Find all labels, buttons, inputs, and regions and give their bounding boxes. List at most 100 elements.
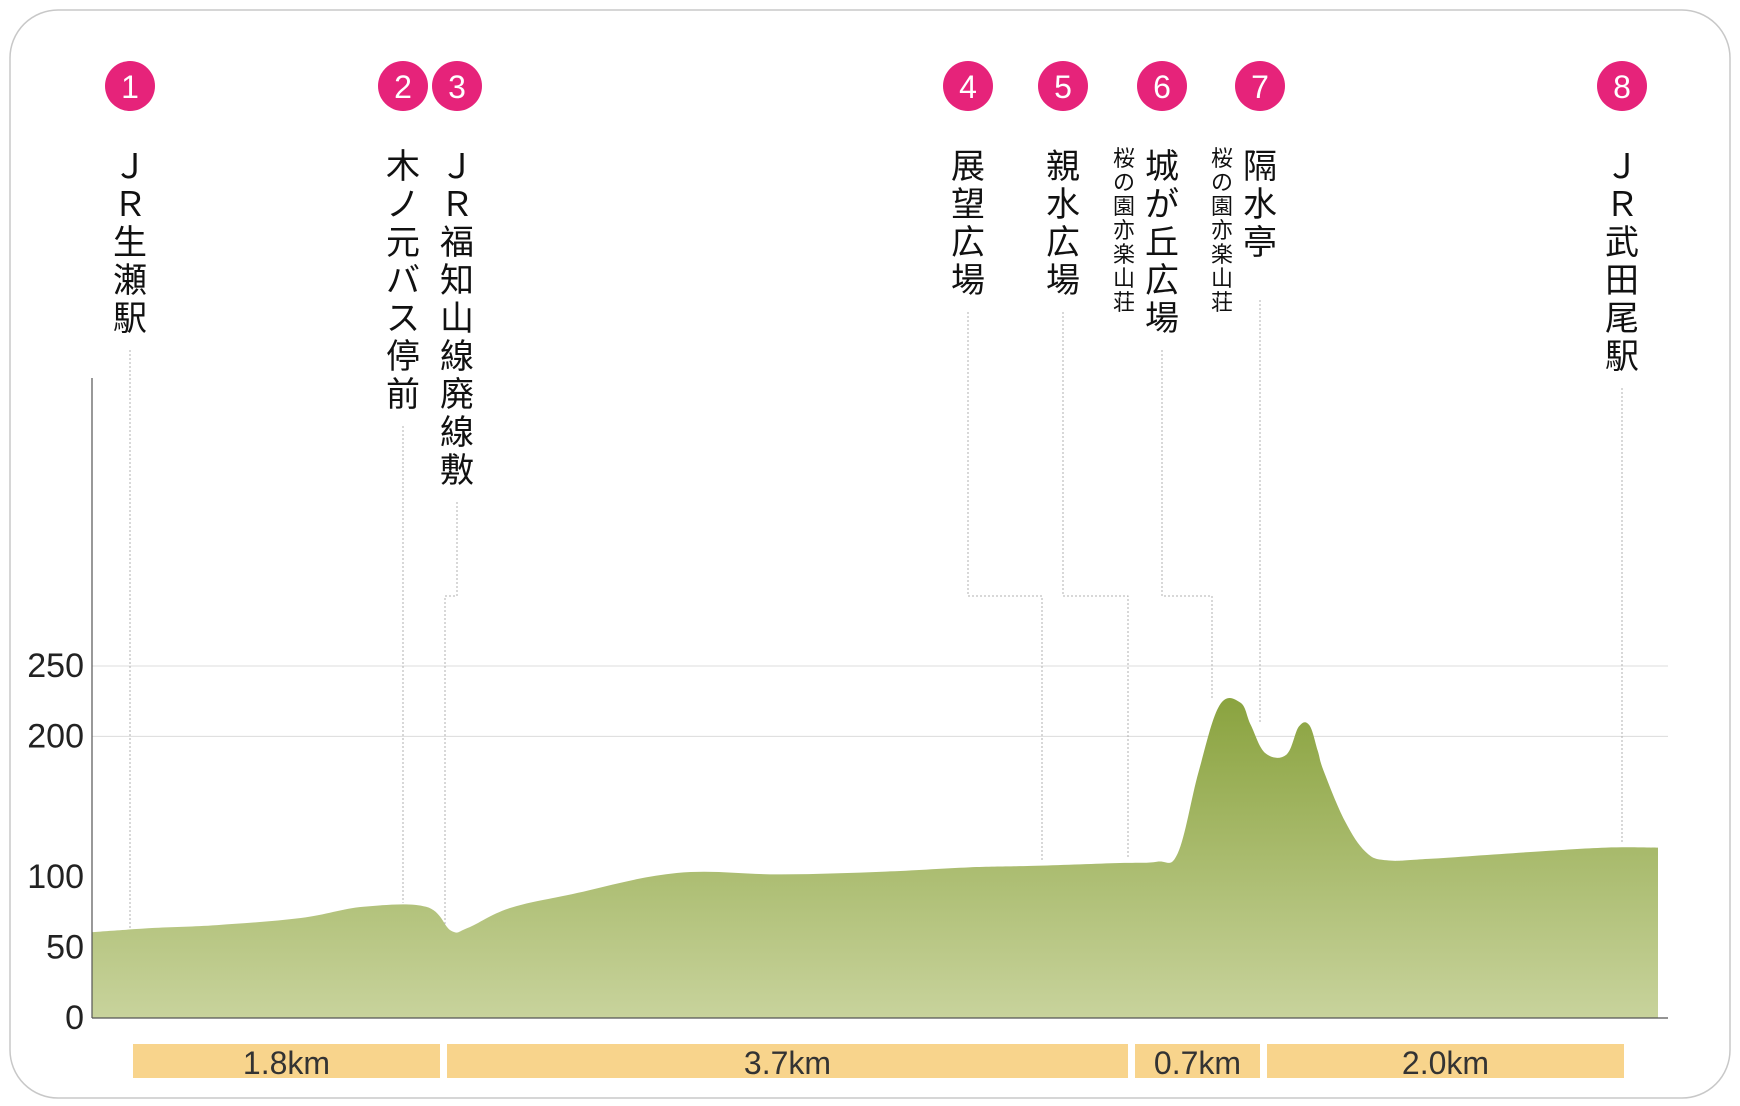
distance-segment: 3.7km <box>447 1044 1128 1081</box>
segment-bar <box>1135 1044 1260 1078</box>
elevation-area <box>92 697 1658 1018</box>
station-name-char: Ｊ <box>113 147 147 187</box>
distance-segment: 1.8km <box>133 1044 440 1081</box>
station-marker <box>1235 61 1285 111</box>
station-name-char: 丘 <box>1145 223 1179 263</box>
station-name-char: 生 <box>113 223 147 263</box>
station-marker <box>378 61 428 111</box>
station-name-char: 駅 <box>1605 337 1639 377</box>
station-marker <box>1137 61 1187 111</box>
station-sub-char: 園 <box>1211 195 1233 220</box>
station-name-char: 知 <box>440 261 474 301</box>
leader-line <box>967 312 1043 862</box>
station-number: 5 <box>1054 69 1072 105</box>
leader-line <box>1062 312 1129 858</box>
station-name-char: 木 <box>386 147 420 187</box>
station-marker <box>105 61 155 111</box>
station-sub-char: の <box>1113 171 1135 196</box>
station-name-char: バ <box>386 261 420 301</box>
segment-bar <box>1267 1044 1624 1078</box>
station-name-char: 駅 <box>113 299 147 339</box>
y-tick-label: 250 <box>27 647 84 685</box>
station-name-char: 場 <box>1145 299 1179 339</box>
station-sub-char: 桜 <box>1113 147 1135 172</box>
station-name-char: 広 <box>1046 223 1080 263</box>
station-name-char: Ｊ <box>1605 147 1639 187</box>
station-name-char: 場 <box>1046 261 1080 301</box>
station-marker <box>1038 61 1088 111</box>
station-name-char: 停 <box>386 337 420 377</box>
station-name-char: 廃 <box>440 375 474 415</box>
distance-segment: 2.0km <box>1267 1044 1624 1081</box>
station-sub-char: 亦 <box>1113 219 1135 244</box>
station-name-char: 城 <box>1145 147 1179 187</box>
station-name-char: 前 <box>386 375 420 415</box>
segment-label: 2.0km <box>1402 1045 1489 1081</box>
station-name-char: 田 <box>1605 261 1639 301</box>
station-number: 3 <box>448 69 466 105</box>
station-name-char: 広 <box>1145 261 1179 301</box>
station-sub-char: 楽 <box>1211 243 1233 268</box>
station-name-char: Ｊ <box>440 147 474 187</box>
station-sub-char: 園 <box>1113 195 1135 220</box>
station-name-char: が <box>1145 185 1179 225</box>
station-name-char: 広 <box>951 223 985 263</box>
station-name-char: 線 <box>440 337 474 377</box>
station-marker <box>943 61 993 111</box>
station-name-char: ス <box>386 299 420 339</box>
station-name-char: 展 <box>951 147 985 187</box>
station-name-char: ノ <box>386 185 420 225</box>
station-number: 2 <box>394 69 412 105</box>
leader-line <box>1161 350 1213 699</box>
station-sub-char: 荘 <box>1113 291 1135 316</box>
station-name-char: 山 <box>440 299 474 339</box>
station-name-char: 水 <box>1243 185 1277 225</box>
station-sub-char: 荘 <box>1211 291 1233 316</box>
y-tick-label: 100 <box>27 858 84 896</box>
segment-label: 1.8km <box>243 1045 330 1081</box>
station-name-char: 元 <box>386 223 420 263</box>
station-name-char: 水 <box>1046 185 1080 225</box>
station-number: 4 <box>959 69 977 105</box>
y-tick-label: 50 <box>46 929 84 967</box>
station-sub-char: 楽 <box>1113 243 1135 268</box>
segment-bar <box>447 1044 1128 1078</box>
station-name-char: 福 <box>440 223 474 263</box>
station-number: 1 <box>121 69 139 105</box>
station-name-char: Ｒ <box>1605 185 1639 225</box>
station-name-char: 敷 <box>440 451 474 491</box>
station-sub-char: 桜 <box>1211 147 1233 172</box>
station-name-char: 亭 <box>1243 223 1277 263</box>
station-number: 8 <box>1613 69 1631 105</box>
leader-line <box>444 502 458 924</box>
segment-label: 3.7km <box>744 1045 831 1081</box>
y-tick-label: 0 <box>65 999 84 1037</box>
distance-segment: 0.7km <box>1135 1044 1260 1081</box>
station-marker <box>432 61 482 111</box>
segment-label: 0.7km <box>1154 1045 1241 1081</box>
station-marker <box>1597 61 1647 111</box>
station-name-char: Ｒ <box>113 185 147 225</box>
station-name-char: 線 <box>440 413 474 453</box>
station-name-char: 尾 <box>1605 299 1639 339</box>
station-name-char: Ｒ <box>440 185 474 225</box>
segment-bar <box>133 1044 440 1078</box>
y-tick-label: 200 <box>27 717 84 755</box>
station-sub-char: 亦 <box>1211 219 1233 244</box>
station-name-char: 隔 <box>1243 147 1277 187</box>
frame <box>9 9 1731 1099</box>
station-sub-char: 山 <box>1113 267 1135 292</box>
station-name-char: 親 <box>1046 147 1080 187</box>
station-number: 6 <box>1153 69 1171 105</box>
station-name-char: 武 <box>1605 223 1639 263</box>
